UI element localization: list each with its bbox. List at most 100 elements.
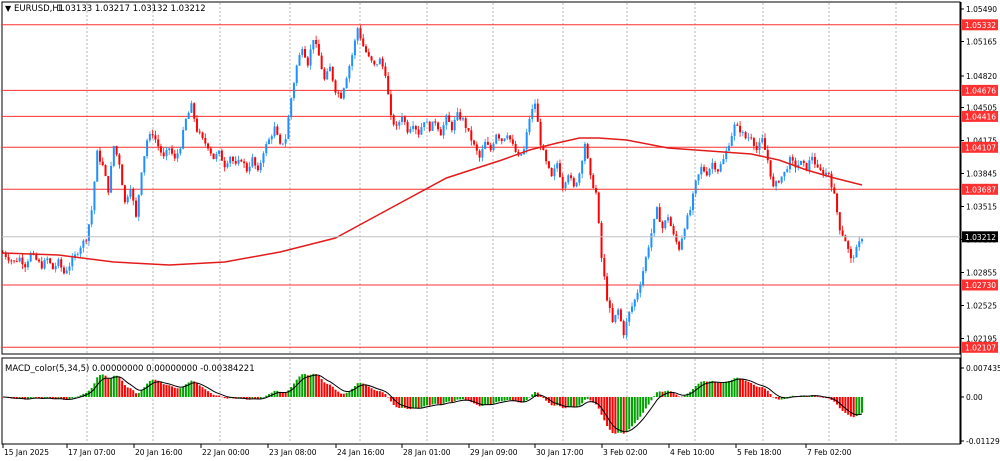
macd-bar [619, 396, 622, 433]
macd-bar [176, 388, 179, 397]
macd-bar [24, 396, 27, 400]
macd-bar [292, 383, 295, 397]
candle-bull [636, 292, 639, 300]
macd-bar [79, 395, 82, 397]
candle-bear [672, 226, 675, 235]
candle-bull [248, 166, 251, 172]
macd-bar [855, 396, 858, 417]
candle-bull [74, 254, 77, 258]
candle-bear [276, 126, 279, 135]
macd-bar [328, 384, 331, 397]
candle-bear [135, 200, 138, 217]
candle-bear [243, 161, 246, 164]
macd-bar [813, 395, 816, 397]
candle-bull [680, 238, 683, 250]
macd-bar [364, 384, 367, 397]
candle-bear [600, 222, 603, 258]
macd-bar [218, 395, 221, 397]
macd-bar [376, 390, 379, 397]
macd-bar [819, 396, 822, 398]
macd-bar [583, 396, 586, 400]
candle-bull [747, 137, 750, 139]
candle-bull [639, 285, 642, 293]
candle-bear [816, 164, 819, 168]
candle-bear [827, 172, 830, 174]
candle-bull [268, 139, 271, 145]
candle-bull [309, 49, 312, 66]
macd-bar [606, 396, 609, 426]
candle-bear [802, 160, 805, 163]
candle-bear [234, 161, 237, 164]
candle-bear [791, 157, 794, 161]
macd-bar [506, 396, 509, 401]
candle-bear [320, 55, 323, 70]
candle-bull [298, 55, 301, 66]
candle-bull [650, 233, 653, 248]
candle-bull [112, 146, 115, 167]
macd-bar [209, 392, 212, 397]
candle-bear [392, 115, 395, 125]
macd-bar [844, 396, 847, 413]
chart-menu-arrow-icon[interactable]: ▼ [5, 4, 12, 13]
candle-bear [830, 173, 833, 188]
candle-bull [146, 140, 149, 157]
macd-bar [32, 396, 35, 398]
macd-bar [290, 387, 293, 397]
macd-bar [847, 396, 850, 415]
macd-bar [387, 396, 390, 398]
macd-bar [215, 395, 218, 397]
candle-bull [93, 181, 96, 211]
candle-bull [96, 150, 99, 182]
candle-bull [852, 257, 855, 259]
candle-bear [606, 276, 609, 301]
candle-bear [306, 57, 309, 66]
candle-bull [215, 154, 218, 160]
candle-bear [550, 167, 553, 177]
candle-bull [644, 257, 647, 272]
candle-bull [295, 65, 298, 84]
candle-bear [661, 221, 664, 229]
macd-bar [772, 396, 775, 398]
macd-bar [478, 396, 481, 407]
macd-bar [82, 393, 85, 397]
macd-bar [35, 396, 38, 398]
candle-bear [847, 241, 850, 249]
candle-bear [592, 175, 595, 189]
macd-bar [265, 395, 268, 397]
macd-bar [121, 380, 124, 397]
level-price-tag: 1.04676 [962, 84, 998, 96]
macd-bar [168, 385, 171, 397]
macd-bar [223, 396, 226, 399]
svg-text:1.03687: 1.03687 [965, 185, 996, 194]
candle-bull [808, 160, 811, 171]
candle-bear [539, 121, 542, 146]
macd-bar [755, 386, 758, 397]
candle-bull [861, 239, 863, 242]
candle-bull [140, 172, 143, 195]
candle-bull [284, 138, 287, 144]
candle-bull [76, 253, 79, 255]
candle-bear [40, 261, 43, 269]
macd-bar [21, 396, 24, 400]
macd-bar [43, 396, 46, 399]
macd-bar [625, 396, 628, 432]
candle-bull [126, 196, 129, 203]
candle-bear [395, 124, 398, 126]
candle-bull [179, 148, 182, 154]
candle-bear [716, 169, 719, 172]
candle-bull [722, 159, 725, 165]
candle-bull [578, 173, 581, 183]
macd-bar [439, 396, 442, 405]
candle-bear [597, 192, 600, 223]
macd-bar [744, 380, 747, 397]
candle-bear [678, 241, 681, 250]
candle-bull [356, 28, 359, 41]
candle-bear [545, 150, 548, 162]
candle-bear [195, 118, 198, 132]
candle-bear [62, 267, 65, 274]
macd-bar [367, 386, 370, 397]
macd-bar [822, 396, 825, 398]
macd-bar [777, 396, 780, 400]
